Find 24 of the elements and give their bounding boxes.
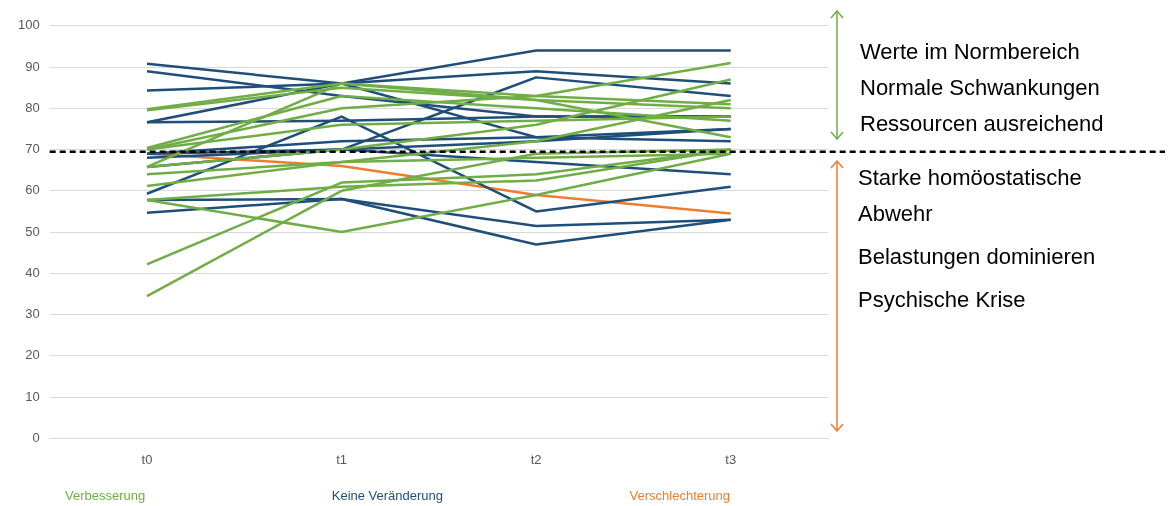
y-tick-label: 20 [25,347,40,363]
text: Belastungen dominieren [858,243,1097,271]
y-tick-label: 60 [25,182,40,198]
text: Ressourcen ausreichend [860,110,1104,138]
y-tick-label: 30 [25,306,40,322]
y-tick-label: 10 [25,388,40,404]
text: Keine Veränderung [331,488,444,503]
y-tick-label: 50 [25,223,40,239]
y-tick-label: 80 [25,99,40,115]
y-tick-label: 0 [32,429,40,445]
y-tick-label: 70 [25,141,40,157]
text: Verschlechterung [629,488,730,503]
text: Werte im Normbereich [860,38,1081,66]
x-tick-label: t1 [336,451,347,467]
text: Starke homöostatische Abwehr [858,164,1083,228]
y-tick-label: 40 [25,264,40,280]
x-tick-label: t3 [725,451,737,467]
text: Psychische Krise [858,286,1027,314]
text: Verbesserung [65,488,146,503]
y-tick-label: 100 [17,17,40,33]
y-tick-label: 90 [25,58,40,74]
text: Normale Schwankungen [860,74,1101,102]
x-tick-label: t2 [530,451,542,467]
x-tick-label: t0 [141,451,153,467]
